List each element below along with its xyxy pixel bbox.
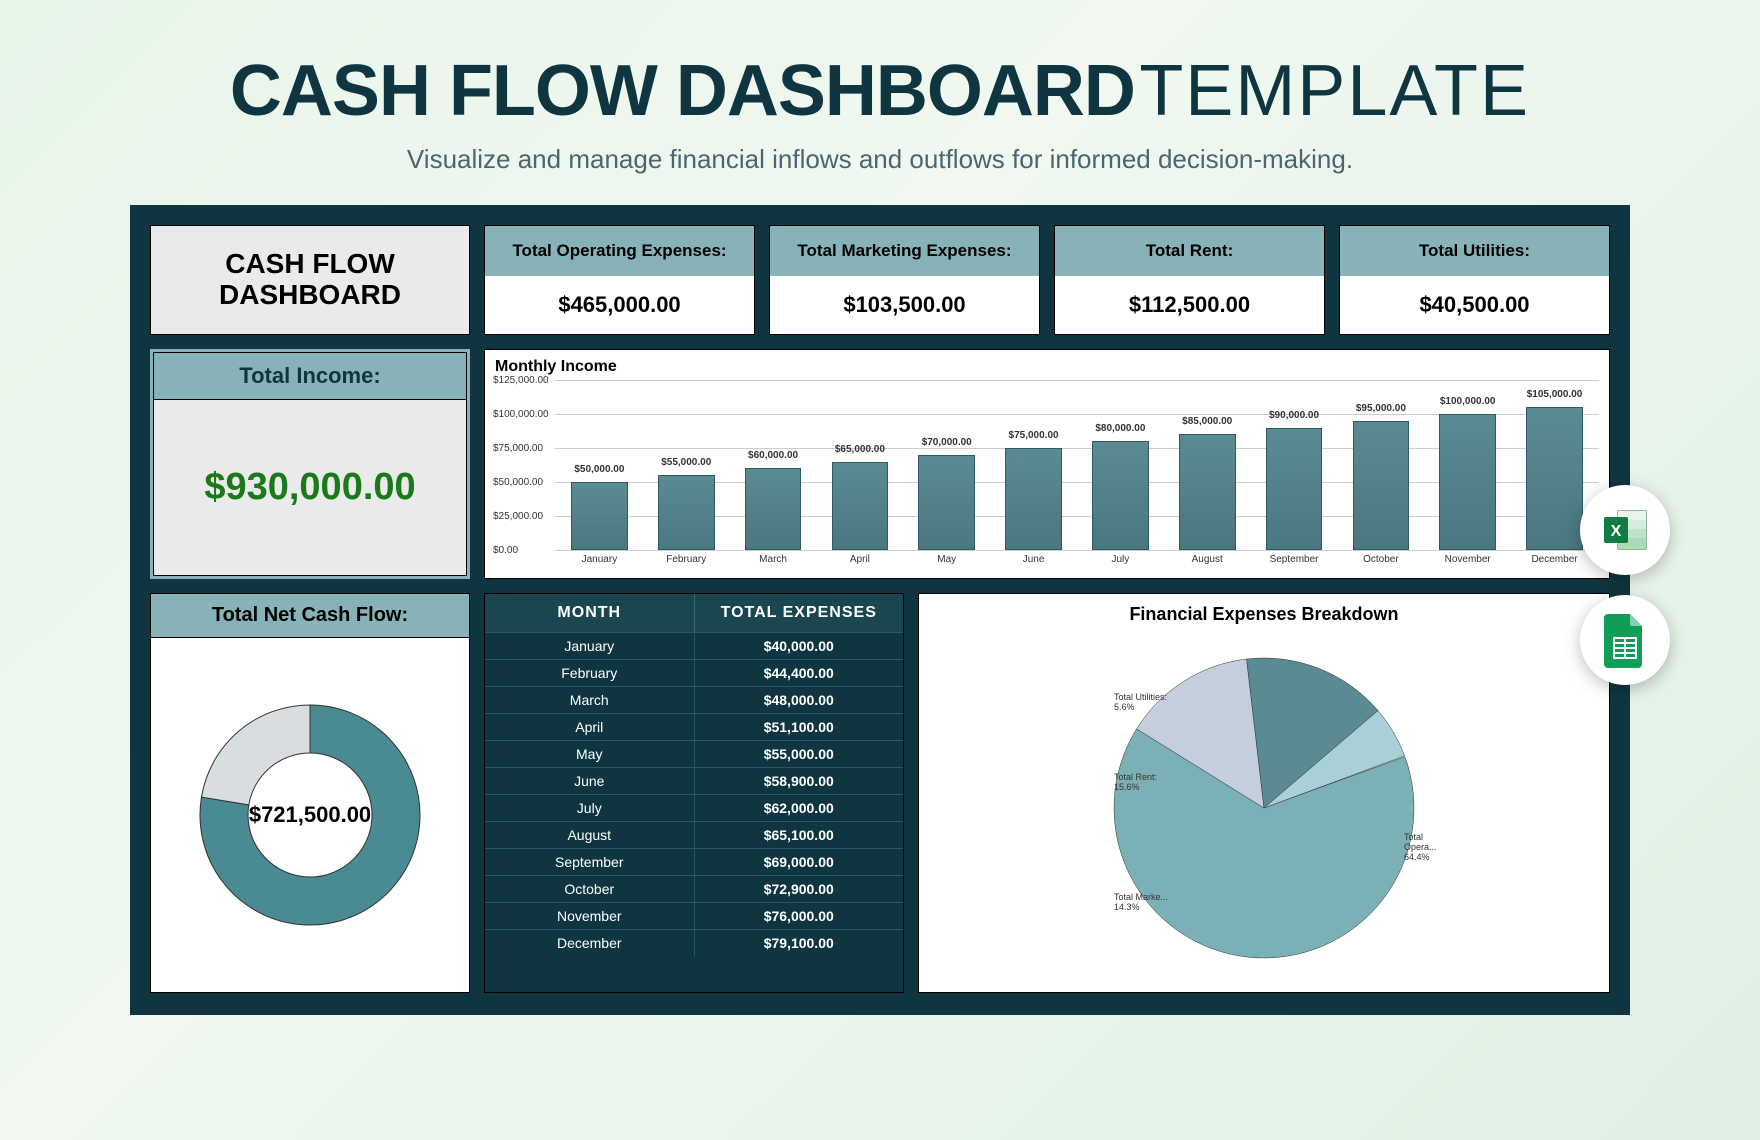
kpi-value: $465,000.00 (485, 276, 754, 334)
table-row: March$48,000.00 (485, 686, 903, 713)
table-row: February$44,400.00 (485, 659, 903, 686)
kpi-value: $112,500.00 (1055, 276, 1324, 334)
excel-icon[interactable]: X (1580, 485, 1670, 575)
kpi-label: Total Utilities: (1340, 226, 1609, 276)
net-cash-body: $721,500.00 (150, 638, 470, 993)
bottom-row: Total Net Cash Flow: $721,500.00 MONTH T… (150, 593, 1610, 993)
expenses-table-body: January$40,000.00February$44,400.00March… (485, 632, 903, 956)
bar-chart-area: $0.00$25,000.00$50,000.00$75,000.00$100,… (555, 380, 1599, 550)
table-row: July$62,000.00 (485, 794, 903, 821)
page-title-light: TEMPLATE (1139, 51, 1530, 131)
kpi-label: Total Operating Expenses: (485, 226, 754, 276)
kpi-marketing: Total Marketing Expenses: $103,500.00 (769, 225, 1040, 335)
table-row: June$58,900.00 (485, 767, 903, 794)
expenses-table: MONTH TOTAL EXPENSES January$40,000.00Fe… (484, 593, 904, 993)
kpi-utilities: Total Utilities: $40,500.00 (1339, 225, 1610, 335)
mid-row: Total Income: $930,000.00 Monthly Income… (150, 349, 1610, 579)
pie-chart-card: Financial Expenses Breakdown Total Opera… (918, 593, 1610, 993)
net-cash-card: Total Net Cash Flow: $721,500.00 (150, 593, 470, 993)
dashboard-title-card: CASH FLOWDASHBOARD (150, 225, 470, 335)
net-cash-label: Total Net Cash Flow: (150, 593, 470, 638)
bar-chart-title: Monthly Income (495, 358, 1599, 376)
income-value: $930,000.00 (153, 400, 467, 576)
table-row: September$69,000.00 (485, 848, 903, 875)
bar-chart-xlabels: JanuaryFebruaryMarchAprilMayJuneJulyAugu… (555, 550, 1599, 565)
net-cash-donut: $721,500.00 (180, 685, 440, 945)
total-income-card: Total Income: $930,000.00 (150, 349, 470, 579)
kpi-label: Total Marketing Expenses: (770, 226, 1039, 276)
sheets-icon[interactable] (1580, 595, 1670, 685)
dashboard-title-text: CASH FLOWDASHBOARD (219, 249, 401, 311)
svg-text:X: X (1611, 523, 1622, 540)
page-title-bold: CASH FLOW DASHBOARD (230, 51, 1135, 131)
kpi-rent: Total Rent: $112,500.00 (1054, 225, 1325, 335)
dashboard-panel: CASH FLOWDASHBOARD Total Operating Expen… (130, 205, 1630, 1015)
table-row: October$72,900.00 (485, 875, 903, 902)
page-subtitle: Visualize and manage financial inflows a… (80, 144, 1680, 175)
monthly-income-chart: Monthly Income $0.00$25,000.00$50,000.00… (484, 349, 1610, 579)
top-row: CASH FLOWDASHBOARD Total Operating Expen… (150, 225, 1610, 335)
col-month: MONTH (485, 594, 695, 632)
kpi-value: $40,500.00 (1340, 276, 1609, 334)
pie-chart-title: Financial Expenses Breakdown (929, 604, 1599, 625)
table-row: December$79,100.00 (485, 929, 903, 956)
table-row: November$76,000.00 (485, 902, 903, 929)
table-row: January$40,000.00 (485, 632, 903, 659)
expenses-table-header: MONTH TOTAL EXPENSES (485, 594, 903, 632)
table-row: April$51,100.00 (485, 713, 903, 740)
kpi-value: $103,500.00 (770, 276, 1039, 334)
page-title: CASH FLOW DASHBOARD TEMPLATE (80, 50, 1680, 132)
kpi-label: Total Rent: (1055, 226, 1324, 276)
app-icons: X (1580, 485, 1670, 685)
table-row: May$55,000.00 (485, 740, 903, 767)
pie-chart: Total Opera...64.4%Total Marke...14.3%To… (1094, 633, 1434, 973)
kpi-operating: Total Operating Expenses: $465,000.00 (484, 225, 755, 335)
income-label: Total Income: (153, 352, 467, 400)
table-row: August$65,100.00 (485, 821, 903, 848)
net-cash-value: $721,500.00 (180, 685, 440, 945)
col-total: TOTAL EXPENSES (695, 594, 904, 632)
